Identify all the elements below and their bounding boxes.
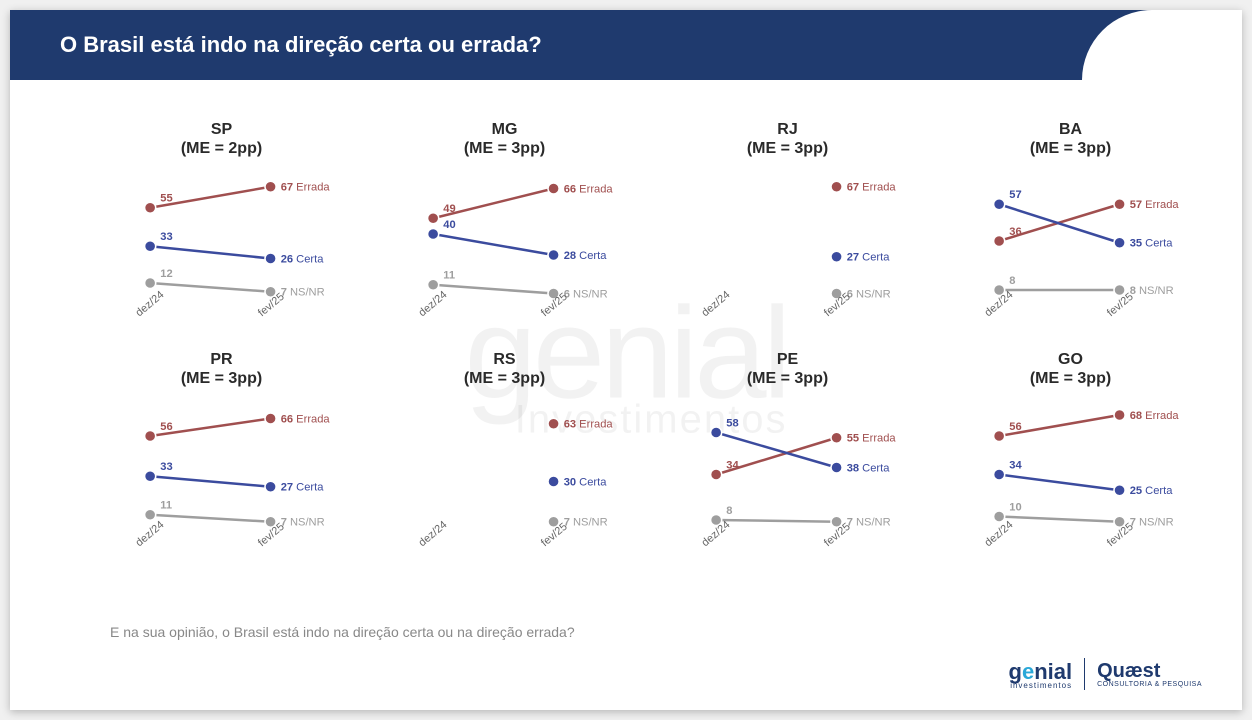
x-axis: dez/24fev/25 [959, 304, 1182, 332]
svg-text:57 Errada: 57 Errada [1130, 200, 1180, 212]
chart-plot: 56 66 Errada 33 27 Certa 11 7 NS/NR [110, 394, 333, 534]
svg-text:67 Errada: 67 Errada [847, 182, 897, 194]
svg-text:12: 12 [160, 268, 172, 280]
svg-text:40: 40 [443, 219, 455, 231]
chart-plot: 63 Errada 30 Certa 7 NS/NR [393, 394, 616, 534]
svg-text:33: 33 [160, 462, 172, 474]
svg-text:34: 34 [1009, 460, 1022, 472]
svg-text:27 Certa: 27 Certa [281, 482, 325, 494]
svg-text:7 NS/NR: 7 NS/NR [564, 517, 608, 529]
chart-pr: PR(ME = 3pp) 56 66 Errada 33 27 Certa 11 7 NS/… [110, 350, 333, 560]
svg-text:57: 57 [1009, 190, 1021, 202]
logo-separator [1084, 658, 1085, 690]
logo-block: genial investimentos Quæst CONSULTORIA &… [1009, 658, 1203, 690]
x-axis: dez/24fev/25 [676, 534, 899, 562]
chart-plot: 49 66 Errada 40 28 Certa 11 6 NS/NR [393, 164, 616, 304]
charts-grid: SP(ME = 2pp) 55 67 Errada 33 26 Certa 12 7 NS/… [110, 120, 1182, 560]
chart-plot: 34 55 Errada 58 38 Certa 8 7 NS/NR [676, 394, 899, 534]
svg-text:67 Errada: 67 Errada [281, 182, 331, 194]
chart-rj: RJ(ME = 3pp) 67 Errada 27 Certa 6 NS/NR dez/… [676, 120, 899, 330]
x-axis: dez/24fev/25 [110, 304, 333, 332]
chart-sp: SP(ME = 2pp) 55 67 Errada 33 26 Certa 12 7 NS/… [110, 120, 333, 330]
chart-plot: 67 Errada 27 Certa 6 NS/NR [676, 164, 899, 304]
chart-plot: 36 57 Errada 57 35 Certa 8 8 NS/NR [959, 164, 1182, 304]
chart-title: BA(ME = 3pp) [959, 120, 1182, 158]
svg-text:8 NS/NR: 8 NS/NR [1130, 285, 1174, 297]
svg-text:6 NS/NR: 6 NS/NR [847, 289, 891, 301]
x-axis: dez/24fev/25 [676, 304, 899, 332]
svg-text:56: 56 [160, 421, 172, 433]
logo-genial-sub: investimentos [1009, 681, 1073, 690]
svg-text:49: 49 [443, 204, 455, 216]
svg-text:7 NS/NR: 7 NS/NR [1130, 517, 1174, 529]
chart-plot: 55 67 Errada 33 26 Certa 12 7 NS/NR [110, 164, 333, 304]
svg-text:55: 55 [160, 193, 172, 205]
svg-text:36: 36 [1009, 226, 1021, 238]
svg-text:66 Errada: 66 Errada [281, 414, 331, 426]
svg-text:35 Certa: 35 Certa [1130, 238, 1174, 250]
chart-title: GO(ME = 3pp) [959, 350, 1182, 388]
svg-text:55 Errada: 55 Errada [847, 433, 897, 445]
chart-title: SP(ME = 2pp) [110, 120, 333, 158]
svg-text:28 Certa: 28 Certa [564, 250, 608, 262]
svg-text:38 Certa: 38 Certa [847, 463, 891, 475]
report-card: O Brasil está indo na direção certa ou e… [10, 10, 1242, 710]
svg-text:68 Errada: 68 Errada [1130, 410, 1180, 422]
chart-plot: 56 68 Errada 34 25 Certa 10 7 NS/NR [959, 394, 1182, 534]
chart-title: MG(ME = 3pp) [393, 120, 616, 158]
header-title: O Brasil está indo na direção certa ou e… [60, 32, 542, 58]
svg-text:11: 11 [160, 500, 172, 512]
logo-quaest: Quæst CONSULTORIA & PESQUISA [1097, 660, 1202, 688]
x-axis: dez/24fev/25 [110, 534, 333, 562]
chart-title: PR(ME = 3pp) [110, 350, 333, 388]
footnote-text: E na sua opinião, o Brasil está indo na … [110, 624, 575, 640]
logo-quaest-sub: CONSULTORIA & PESQUISA [1097, 681, 1202, 688]
chart-title: PE(ME = 3pp) [676, 350, 899, 388]
svg-text:8: 8 [726, 505, 732, 517]
svg-text:34: 34 [726, 460, 739, 472]
svg-text:7 NS/NR: 7 NS/NR [847, 517, 891, 529]
svg-text:33: 33 [160, 232, 172, 244]
svg-text:6 NS/NR: 6 NS/NR [564, 289, 608, 301]
chart-pe: PE(ME = 3pp) 34 55 Errada 58 38 Certa 8 7 NS/N… [676, 350, 899, 560]
svg-text:7 NS/NR: 7 NS/NR [281, 287, 325, 299]
svg-text:27 Certa: 27 Certa [847, 252, 891, 264]
svg-text:7 NS/NR: 7 NS/NR [281, 517, 325, 529]
x-axis: dez/24fev/25 [393, 534, 616, 562]
svg-text:63 Errada: 63 Errada [564, 419, 614, 431]
chart-ba: BA(ME = 3pp) 36 57 Errada 57 35 Certa 8 8 NS/N… [959, 120, 1182, 330]
svg-text:56: 56 [1009, 421, 1021, 433]
svg-text:30 Certa: 30 Certa [564, 477, 608, 489]
chart-title: RS(ME = 3pp) [393, 350, 616, 388]
x-axis: dez/24fev/25 [393, 304, 616, 332]
svg-text:25 Certa: 25 Certa [1130, 486, 1174, 498]
svg-text:58: 58 [726, 418, 738, 430]
svg-text:66 Errada: 66 Errada [564, 184, 614, 196]
chart-go: GO(ME = 3pp) 56 68 Errada 34 25 Certa 10 7 NS/… [959, 350, 1182, 560]
svg-text:26 Certa: 26 Certa [281, 254, 325, 266]
header-bar: O Brasil está indo na direção certa ou e… [10, 10, 1242, 80]
svg-text:8: 8 [1009, 275, 1015, 287]
chart-mg: MG(ME = 3pp) 49 66 Errada 40 28 Certa 11 6 NS/… [393, 120, 616, 330]
x-axis: dez/24fev/25 [959, 534, 1182, 562]
svg-text:10: 10 [1009, 502, 1021, 514]
chart-title: RJ(ME = 3pp) [676, 120, 899, 158]
logo-genial: genial investimentos [1009, 659, 1073, 690]
svg-text:11: 11 [443, 270, 455, 282]
chart-rs: RS(ME = 3pp) 63 Errada 30 Certa 7 NS/NR dez/… [393, 350, 616, 560]
